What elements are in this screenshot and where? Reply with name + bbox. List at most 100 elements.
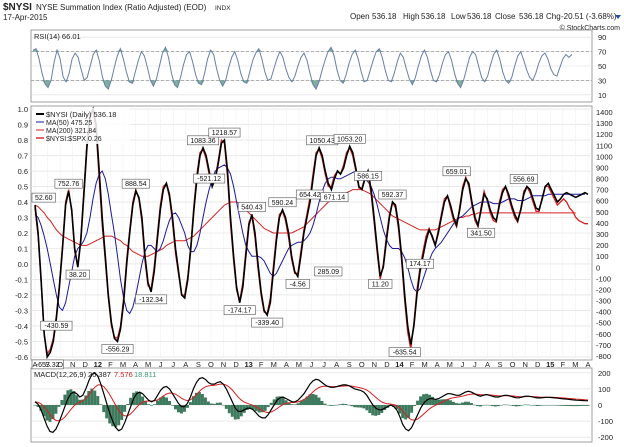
macd-histogram-bar: [57, 405, 61, 407]
annotation-label: -132.34: [139, 297, 163, 304]
rsi-legend-text: RSI(14) 66.01: [34, 32, 81, 41]
legend-nysi: $NYSI (Daily) 536.18: [46, 110, 116, 119]
annotation-box: [314, 266, 343, 277]
macd-histogram-bar: [508, 405, 512, 406]
annotation-label: 174.17: [409, 261, 431, 268]
macd-histogram-bar: [114, 405, 118, 428]
macd-histogram-bar: [514, 405, 518, 407]
macd-histogram-bar: [99, 404, 103, 405]
macd-histogram-bar: [481, 405, 485, 406]
x-axis-label: D: [384, 360, 390, 369]
x-axis-label: O: [57, 360, 63, 369]
rsi-tick-label: 50: [598, 62, 606, 71]
annotation: -174.17: [223, 305, 256, 315]
macd-histogram-bar: [69, 389, 73, 405]
macd-histogram-bar: [227, 405, 231, 414]
macd-histogram-bar: [478, 405, 482, 407]
main-right-tick-label: 400: [596, 219, 609, 228]
annotation-label: 586.15: [357, 173, 379, 180]
annotation-box: [208, 127, 241, 138]
macd-histogram-bar: [335, 404, 339, 406]
x-axis-label: A: [435, 360, 440, 369]
macd-histogram-bar: [475, 405, 479, 407]
macd-histogram-bar: [350, 405, 354, 407]
macd-tick-label: -100: [598, 417, 613, 426]
macd-histogram-bar: [419, 396, 423, 405]
macd-histogram-bar: [182, 405, 186, 412]
annotation-box: [251, 317, 284, 328]
macd-histogram-bar: [281, 397, 285, 405]
open-value: 536.18: [372, 12, 397, 21]
x-axis-label: M: [271, 360, 277, 369]
annotation-label: 38.20: [69, 272, 87, 279]
macd-histogram-bar: [460, 402, 464, 405]
annotation-label: -339.40: [255, 320, 279, 327]
macd-histogram-bar: [395, 405, 399, 410]
macd-histogram-bar: [428, 394, 432, 405]
macd-histogram-bar: [437, 399, 441, 405]
macd-histogram-bar: [215, 402, 219, 405]
annotation-box: [368, 279, 393, 289]
macd-histogram-bar: [296, 403, 300, 405]
macd-histogram-bar: [60, 400, 64, 405]
macd-histogram-bar: [535, 405, 539, 406]
chg-label: Chg: [546, 12, 561, 21]
macd-histogram-bar: [33, 405, 37, 406]
annotation-box: [187, 135, 219, 146]
macd-histogram-bar: [153, 404, 157, 405]
x-axis-label: A: [585, 360, 590, 369]
macd-histogram-bar: [523, 404, 527, 406]
annotation-label: -174.17: [228, 308, 252, 315]
macd-histogram-bar: [368, 405, 372, 414]
macd-histogram-bar: [129, 397, 133, 405]
x-axis-label: S: [498, 360, 503, 369]
macd-histogram-bar: [314, 394, 318, 405]
macd-histogram-bar: [81, 399, 85, 405]
macd-histogram-bar: [586, 405, 590, 406]
annotation-label: -430.59: [45, 323, 69, 330]
x-axis-label: S: [45, 360, 50, 369]
macd-legend-macd: 26.387: [88, 370, 111, 379]
macd-histogram-bar: [293, 404, 297, 405]
annotation-box: [193, 173, 226, 184]
main-left-tick-label: 0.2: [18, 229, 28, 238]
macd-histogram-bar: [544, 405, 548, 406]
annotation: -339.40: [251, 317, 284, 328]
macd-histogram-bar: [380, 405, 384, 413]
x-axis-label: D: [233, 360, 239, 369]
watermark: © StockCharts.com: [560, 24, 621, 32]
macd-histogram-bar: [356, 405, 360, 408]
main-right-tick-label: 800: [596, 175, 609, 184]
x-axis-label: F: [108, 360, 113, 369]
annotation-label: -657.32: [36, 362, 60, 369]
symbol: $NYSI: [3, 2, 32, 13]
macd-histogram-bar: [550, 405, 554, 406]
macd-histogram-bar: [469, 403, 473, 405]
macd-histogram-bar: [317, 397, 321, 405]
legend-ratio: $NYSI:$SPX 0.26: [46, 136, 102, 143]
down-triangle-icon[interactable]: [615, 15, 621, 19]
macd-histogram-bar: [529, 405, 533, 406]
macd-histogram-bar: [75, 395, 79, 405]
annotation: 341.50: [467, 227, 496, 238]
high-value: 536.18: [421, 12, 446, 21]
annotation: 174.17: [405, 258, 434, 269]
annotation-label: 654.42: [299, 192, 321, 199]
annotation-box: [65, 269, 90, 280]
annotation: -556.29: [101, 344, 134, 354]
main-right-tick-label: -400: [596, 308, 611, 317]
main-left-tick-label: 0.4: [18, 198, 28, 207]
macd-histogram-bar: [212, 403, 216, 405]
macd-legend: MACD(12,26,9) 26.387 7.576 18.811: [34, 370, 156, 379]
annotation: 659.01: [442, 166, 471, 177]
macd-legend-signal: 7.576: [114, 370, 133, 379]
annotation: 590.24: [268, 197, 297, 208]
macd-histogram-bar: [87, 390, 91, 405]
macd-histogram-bar: [111, 405, 115, 427]
macd-histogram-bar: [174, 405, 177, 410]
annotation: 285.09: [314, 266, 343, 277]
macd-histogram-bar: [191, 396, 195, 405]
macd-histogram-bar: [45, 405, 49, 421]
macd-histogram-bar: [171, 405, 174, 406]
macd-histogram-bar: [284, 400, 288, 405]
